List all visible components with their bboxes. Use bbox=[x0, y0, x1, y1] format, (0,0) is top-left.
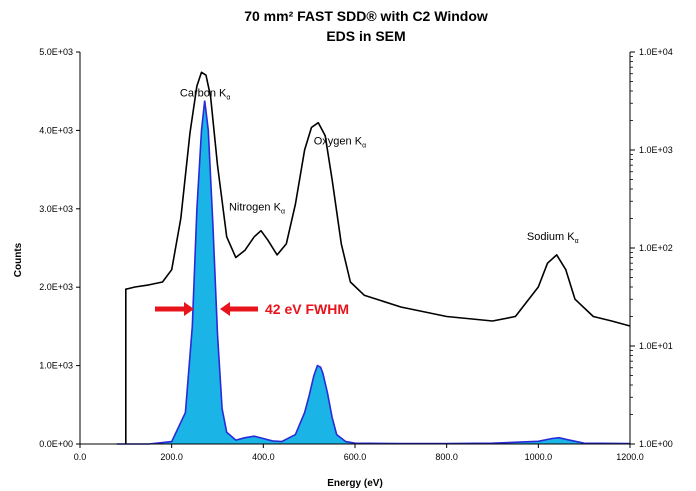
fwhm-left-arrow-head bbox=[184, 302, 194, 316]
peak-label: Oxygen Kα bbox=[314, 136, 366, 150]
x-tick-label: 1200.0 bbox=[616, 452, 644, 462]
y2-tick-label: 1.0E+04 bbox=[639, 47, 673, 57]
x-tick-label: 1000.0 bbox=[525, 452, 553, 462]
y-tick-label: 5.0E+03 bbox=[39, 47, 73, 57]
axes: 0.0 200.0 400.0 600.0 800.0 1000.0 1200.0 0.0E+… bbox=[39, 47, 673, 462]
y2-tick-label: 1.0E+02 bbox=[639, 243, 673, 253]
y2-tick-label: 1.0E+03 bbox=[639, 145, 673, 155]
peak-label: Carbon Kα bbox=[180, 88, 231, 102]
fwhm-label: 42 eV FWHM bbox=[265, 301, 349, 317]
chart-title-line-1: 70 mm² FAST SDD® with C2 Window bbox=[244, 8, 488, 24]
y2-tick-label: 1.0E+00 bbox=[639, 439, 673, 449]
series-0-edge bbox=[116, 100, 631, 445]
x-tick-label: 200.0 bbox=[160, 452, 183, 462]
peak-label: Nitrogen Kα bbox=[229, 201, 285, 215]
fwhm-right-arrow-head bbox=[220, 302, 230, 316]
y2-tick-label: 1.0E+01 bbox=[639, 341, 673, 351]
x-tick-label: 800.0 bbox=[435, 452, 458, 462]
x-axis-title: Energy (eV) bbox=[327, 478, 383, 489]
x-tick-label: 400.0 bbox=[252, 452, 275, 462]
y-tick-label: 4.0E+03 bbox=[39, 125, 73, 135]
peak-annotations: Carbon Kα Oxygen Kα Nitrogen Kα Sodium Kα 42… bbox=[155, 88, 579, 317]
y-tick-label: 3.0E+03 bbox=[39, 204, 73, 214]
y-tick-label: 0.0E+00 bbox=[39, 439, 73, 449]
y-tick-label: 1.0E+03 bbox=[39, 361, 73, 371]
y-tick-label: 2.0E+03 bbox=[39, 282, 73, 292]
x-tick-label: 600.0 bbox=[344, 452, 367, 462]
y-axis-title: Counts bbox=[13, 242, 24, 277]
series-1-line bbox=[125, 71, 631, 444]
peak-label: Sodium Kα bbox=[527, 231, 579, 245]
plot-area bbox=[116, 71, 631, 445]
x-tick-label: 0.0 bbox=[74, 452, 87, 462]
chart-title-line-2: EDS in SEM bbox=[326, 28, 405, 44]
